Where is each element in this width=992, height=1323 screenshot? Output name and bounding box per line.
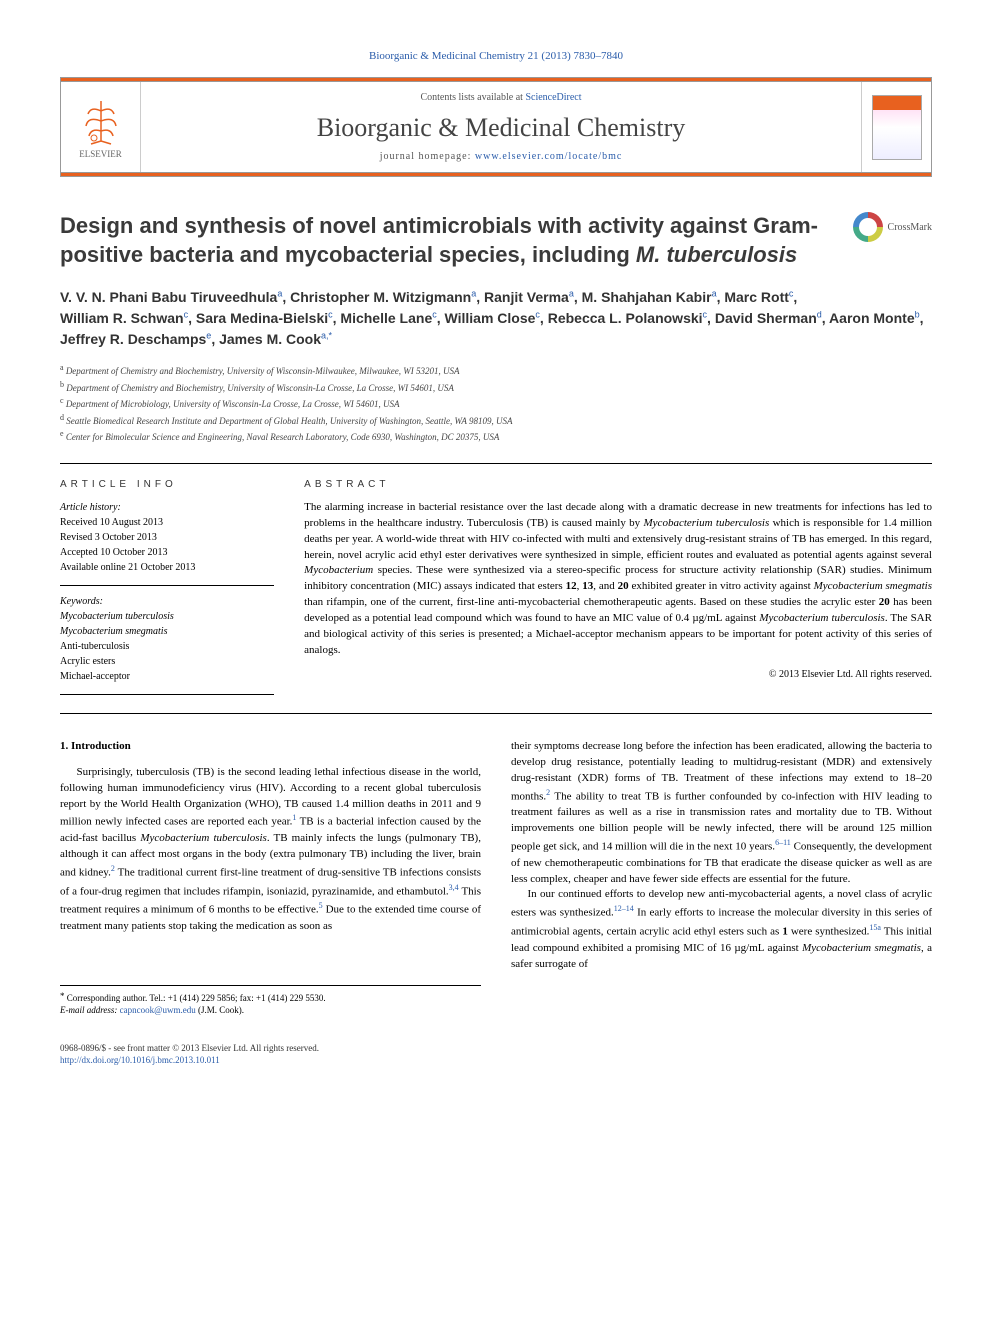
homepage-prefix: journal homepage: — [380, 151, 475, 162]
contents-line: Contents lists available at ScienceDirec… — [151, 92, 851, 103]
abs-b3: 20 — [618, 580, 629, 592]
article-title: Design and synthesis of novel antimicrob… — [60, 212, 833, 269]
ref-6-11[interactable]: 6–11 — [775, 838, 791, 847]
author: Jeffrey R. Deschampse — [60, 331, 211, 347]
abs-t7: than rifampin, one of the current, first… — [304, 596, 879, 608]
corr-star: * — [60, 991, 65, 1001]
intro-heading: 1. Introduction — [60, 739, 481, 755]
author: William R. Schwanc — [60, 310, 188, 326]
title-species: M. tuberculosis — [636, 242, 797, 267]
article-info-heading: ARTICLE INFO — [60, 479, 274, 490]
keyword: Acrylic esters — [60, 654, 274, 669]
journal-cover-thumb — [861, 82, 931, 172]
journal-homepage: journal homepage: www.elsevier.com/locat… — [151, 151, 851, 162]
abs-t6: exhibited greater in vitro activity agai… — [629, 580, 814, 592]
keywords-list: Mycobacterium tuberculosisMycobacterium … — [60, 609, 274, 684]
abstract-copyright: © 2013 Elsevier Ltd. All rights reserved… — [304, 669, 932, 680]
header-citation: Bioorganic & Medicinal Chemistry 21 (201… — [60, 50, 932, 62]
journal-name: Bioorganic & Medicinal Chemistry — [151, 113, 851, 143]
article-history-block: Article history: Received 10 August 2013… — [60, 500, 274, 586]
affiliation: c Department of Microbiology, University… — [60, 395, 932, 412]
header-bottom-stripe — [61, 172, 931, 176]
date-online: Available online 21 October 2013 — [60, 560, 274, 575]
abs-sp2: Mycobacterium — [304, 564, 373, 576]
crossmark-badge[interactable]: CrossMark — [853, 212, 932, 242]
contents-prefix: Contents lists available at — [420, 92, 525, 103]
author: David Shermand — [715, 310, 822, 326]
author: Christopher M. Witzigmanna — [290, 289, 476, 305]
abs-b1: 12 — [566, 580, 577, 592]
sciencedirect-link[interactable]: ScienceDirect — [525, 92, 581, 103]
abs-sp3: Mycobacterium smegmatis — [814, 580, 932, 592]
keyword: Mycobacterium tuberculosis — [60, 609, 274, 624]
corr-text: Corresponding author. Tel.: +1 (414) 229… — [67, 993, 326, 1003]
author: Aaron Monteb — [829, 310, 920, 326]
c1-t4: The traditional current first-line treat… — [60, 867, 481, 898]
c2-t6: were synthesized. — [788, 926, 870, 938]
email-label: E-mail address: — [60, 1005, 117, 1015]
keywords-label: Keywords: — [60, 594, 274, 609]
author: Rebecca L. Polanowskic — [548, 310, 707, 326]
doi-link[interactable]: http://dx.doi.org/10.1016/j.bmc.2013.10.… — [60, 1055, 220, 1065]
ref-12-14[interactable]: 12–14 — [614, 904, 634, 913]
author: Marc Rottc — [724, 289, 793, 305]
author: Michelle Lanec — [340, 310, 436, 326]
keyword: Michael-acceptor — [60, 669, 274, 684]
abs-sp4: Mycobacterium tuberculosis — [759, 612, 884, 624]
elsevier-text: ELSEVIER — [79, 149, 122, 159]
elsevier-tree-icon — [76, 96, 126, 146]
abs-sp1: Mycobacterium tuberculosis — [644, 517, 770, 529]
affiliation: b Department of Chemistry and Biochemist… — [60, 379, 932, 396]
affiliation: a Department of Chemistry and Biochemist… — [60, 362, 932, 379]
c1-sp1: Mycobacterium tuberculosis — [140, 832, 267, 844]
ref-3-4[interactable]: 3,4 — [449, 883, 459, 892]
author: V. V. N. Phani Babu Tiruveedhulaa — [60, 289, 282, 305]
ref-15a[interactable]: 15a — [869, 923, 881, 932]
author: William Closec — [445, 310, 540, 326]
affiliation: d Seattle Biomedical Research Institute … — [60, 412, 932, 429]
elsevier-logo: ELSEVIER — [61, 82, 141, 172]
corr-email[interactable]: capncook@uwm.edu — [120, 1005, 196, 1015]
authors-list: V. V. N. Phani Babu Tiruveedhulaa, Chris… — [60, 287, 932, 350]
journal-header-box: ELSEVIER Contents lists available at Sci… — [60, 77, 932, 177]
author: M. Shahjahan Kabira — [582, 289, 717, 305]
c2-sp1: Mycobacterium smegmatis — [802, 942, 921, 954]
affiliation: e Center for Bimolecular Science and Eng… — [60, 428, 932, 445]
affiliations-list: a Department of Chemistry and Biochemist… — [60, 362, 932, 445]
date-revised: Revised 3 October 2013 — [60, 530, 274, 545]
divider-body — [60, 713, 932, 714]
abstract-heading: ABSTRACT — [304, 479, 932, 490]
col2-paragraph-1: their symptoms decrease long before the … — [511, 739, 932, 888]
history-label: Article history: — [60, 500, 274, 515]
corresponding-author-block: * Corresponding author. Tel.: +1 (414) 2… — [60, 985, 481, 1017]
corr-suffix: (J.M. Cook). — [198, 1005, 244, 1015]
page-footer: 0968-0896/$ - see front matter © 2013 El… — [60, 1042, 932, 1067]
author: Sara Medina-Bielskic — [196, 310, 333, 326]
date-accepted: Accepted 10 October 2013 — [60, 545, 274, 560]
abs-b4: 20 — [879, 596, 890, 608]
cover-image — [872, 95, 922, 160]
footer-copyright: 0968-0896/$ - see front matter © 2013 El… — [60, 1042, 932, 1055]
abs-b2: 13 — [582, 580, 593, 592]
keyword: Mycobacterium smegmatis — [60, 624, 274, 639]
keywords-block: Keywords: Mycobacterium tuberculosisMyco… — [60, 586, 274, 695]
date-received: Received 10 August 2013 — [60, 515, 274, 530]
abstract-text: The alarming increase in bacterial resis… — [304, 500, 932, 659]
author: Ranjit Vermaa — [484, 289, 574, 305]
keyword: Anti-tuberculosis — [60, 639, 274, 654]
homepage-link[interactable]: www.elsevier.com/locate/bmc — [475, 151, 622, 162]
abs-t5: , and — [593, 580, 617, 592]
author: James M. Cooka,* — [219, 331, 332, 347]
col2-paragraph-2: In our continued efforts to develop new … — [511, 887, 932, 972]
intro-paragraph-1: Surprisingly, tuberculosis (TB) is the s… — [60, 765, 481, 935]
crossmark-icon — [853, 212, 883, 242]
crossmark-label: CrossMark — [888, 222, 932, 233]
